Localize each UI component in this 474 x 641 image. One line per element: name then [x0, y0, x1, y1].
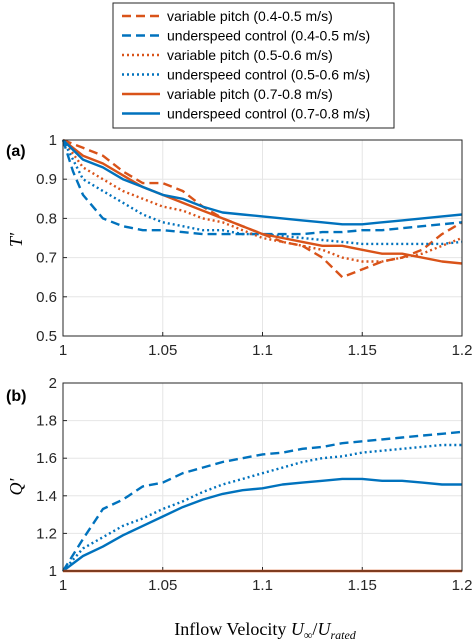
panel-a: 1 1.05 1.1 1.15 1.2 0.5 0.6 0.7 0.8 0.9 1 [36, 132, 472, 359]
y-tick-label: 0.5 [36, 328, 57, 345]
y-tick-label: 1 [49, 563, 57, 580]
x-tick-label: 1.1 [252, 577, 273, 594]
y-tick-label: 0.9 [36, 171, 57, 188]
x-tick-label: 1.15 [348, 342, 377, 359]
legend-entry-label: underspeed control (0.4-0.5 m/s) [167, 28, 370, 44]
x-axis-label-slash: / [312, 619, 317, 639]
x-tick-label: 1.05 [148, 577, 177, 594]
x-tick-label: 1.05 [148, 342, 177, 359]
legend-entry-label: underspeed control (0.7-0.8 m/s) [167, 106, 370, 122]
panel-a-ylabel: T' [6, 232, 26, 247]
x-tick-label: 1.1 [252, 342, 273, 359]
x-axis-label-sub2: rated [330, 628, 356, 641]
series-line-a-5 [62, 139, 463, 265]
x-tick-label: 1.15 [348, 577, 377, 594]
x-axis-label: Inflow Velocity U∞/Urated [174, 619, 357, 641]
legend-box [112, 2, 395, 129]
y-tick-label: 0.6 [36, 289, 57, 306]
y-tick-label: 2 [49, 375, 57, 392]
x-tick-label: 1 [59, 342, 67, 359]
x-axis-label-u: U [291, 619, 305, 639]
x-axis-label-text: Inflow Velocity [174, 619, 291, 639]
y-tick-label: 0.7 [36, 250, 57, 267]
y-tick-label: 1.8 [36, 413, 57, 430]
axes-frame-a [62, 139, 463, 337]
legend-entry-label: variable pitch (0.4-0.5 m/s) [167, 8, 333, 24]
panel-b: 1 1.05 1.1 1.15 1.2 1 1.2 1.4 1.6 1.8 2 [36, 375, 472, 594]
y-tick-label: 1 [49, 132, 57, 149]
y-tick-label: 0.8 [36, 210, 57, 227]
series-line-b-1 [61, 430, 463, 572]
panel-a-label: (a) [6, 143, 26, 160]
x-axis-label-sub1: ∞ [304, 628, 313, 641]
series-line-b-2 [62, 443, 462, 572]
x-axis-label-u2: U [317, 619, 331, 639]
series-line-a-6 [62, 139, 463, 226]
axes-frame-b [62, 382, 463, 572]
y-tick-label: 1.2 [36, 525, 57, 542]
y-tick-label: 1.6 [36, 450, 57, 467]
panel-b-label: (b) [6, 388, 26, 405]
x-tick-label: 1 [59, 577, 67, 594]
panel-b-ylabel: Q' [6, 477, 26, 495]
legend-entry-label: underspeed control (0.5-0.6 m/s) [167, 67, 370, 83]
legend: variable pitch (0.4-0.5 m/s) underspeed c… [112, 2, 395, 129]
x-tick-label: 1.2 [452, 342, 473, 359]
legend-entry-label: variable pitch (0.5-0.6 m/s) [167, 47, 333, 63]
x-tick-label: 1.2 [452, 577, 473, 594]
series-line-b-3 [62, 477, 462, 572]
legend-entry-label: variable pitch (0.7-0.8 m/s) [167, 86, 333, 102]
y-tick-label: 1.4 [36, 488, 57, 505]
